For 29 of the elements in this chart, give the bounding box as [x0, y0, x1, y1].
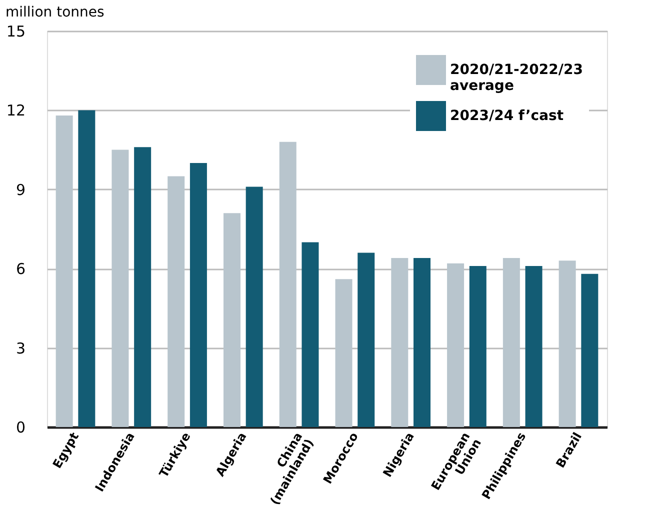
bar: [168, 176, 185, 427]
bar: [335, 279, 352, 427]
y-axis-title: million tonnes: [6, 4, 104, 20]
bar: [56, 115, 73, 427]
y-tick-label: 0: [16, 418, 26, 436]
y-tick-label: 9: [16, 180, 26, 199]
bar: [78, 110, 96, 427]
bar: [358, 252, 375, 427]
bar: [558, 260, 576, 427]
bar: [525, 266, 542, 427]
bar: [223, 213, 240, 427]
bar: [302, 242, 319, 427]
y-tick-label: 3: [16, 339, 26, 358]
bar: [414, 258, 431, 427]
bar: [112, 150, 129, 427]
bar: [279, 142, 296, 427]
bar: [190, 163, 207, 427]
bar: [469, 266, 486, 427]
y-tick-label: 12: [6, 102, 26, 120]
legend-label: 2023/24 f’cast: [450, 108, 564, 124]
bar: [391, 258, 408, 427]
bar: [447, 263, 464, 427]
legend-label: 2020/21-2022/23 average: [450, 62, 583, 94]
bar: [502, 258, 520, 427]
y-tick-label: 15: [6, 22, 26, 40]
bar: [134, 147, 152, 427]
bar: [581, 274, 598, 427]
y-tick-label: 6: [16, 260, 26, 278]
bar: [246, 186, 263, 427]
